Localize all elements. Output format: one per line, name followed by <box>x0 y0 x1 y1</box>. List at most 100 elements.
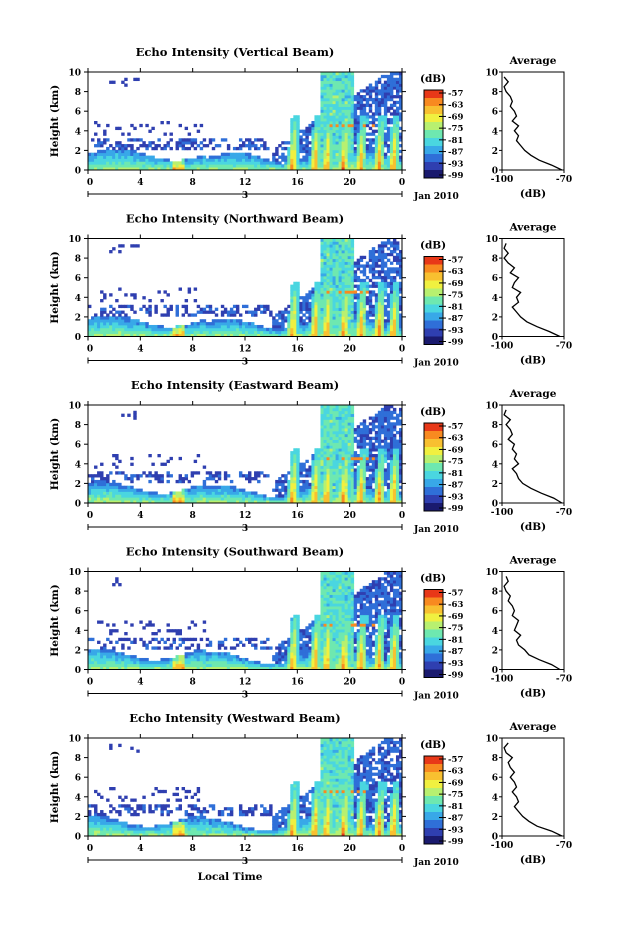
heatmap-cell <box>377 313 382 317</box>
heatmap-cell <box>163 497 167 501</box>
heatmap-cell <box>341 89 346 93</box>
heatmap-cell <box>380 327 385 332</box>
x-tick-label: 0 <box>87 511 93 521</box>
heatmap-cell <box>305 155 309 159</box>
heatmap-cell <box>254 497 258 501</box>
colorbar-segment <box>424 455 443 460</box>
heatmap-cell <box>356 324 361 329</box>
heatmap-cell <box>344 405 349 409</box>
heatmap-cell <box>329 80 333 84</box>
heatmap-cell <box>290 135 294 139</box>
heatmap-cell <box>196 330 201 335</box>
heatmap-cell <box>329 77 333 82</box>
heatmap-cell <box>359 106 364 110</box>
heatmap-cell <box>389 284 394 288</box>
heatmap-cell <box>323 270 327 274</box>
heatmap-cell <box>332 167 336 171</box>
heatmap-cell <box>157 330 161 335</box>
heatmap-cell <box>127 660 131 665</box>
heatmap-cell <box>350 126 355 131</box>
heatmap-cell <box>320 149 324 154</box>
heatmap-cell <box>287 158 291 162</box>
heatmap-cell <box>103 497 107 501</box>
heatmap-cell <box>359 327 364 332</box>
heatmap-cell <box>287 322 291 326</box>
heatmap-cell <box>320 278 324 283</box>
heatmap-cell <box>332 287 336 291</box>
heatmap-cell <box>371 327 376 332</box>
heatmap-cell <box>329 135 333 139</box>
heatmap-cell <box>329 456 333 461</box>
heatmap-cell <box>296 497 300 501</box>
heatmap-cell <box>383 313 388 317</box>
heatmap-cell <box>353 261 358 265</box>
heatmap-cell <box>332 296 336 300</box>
heatmap-cell <box>317 296 321 300</box>
heatmap-cell <box>308 304 312 309</box>
heatmap-cell <box>211 138 216 142</box>
heatmap-cell <box>347 161 352 165</box>
heatmap-cell <box>392 238 397 242</box>
heatmap-cell <box>371 310 376 314</box>
heatmap-cell <box>172 663 176 668</box>
heatmap-cell <box>362 462 367 466</box>
y-tick-label: 10 <box>68 69 81 79</box>
heatmap-cell <box>121 663 125 668</box>
heatmap-cell <box>199 497 204 501</box>
average-y-tick-label: 0 <box>492 333 498 343</box>
heatmap-cell <box>344 261 349 265</box>
heatmap-cell <box>305 485 309 489</box>
heatmap-cell <box>290 494 294 498</box>
heatmap-cell <box>181 660 186 665</box>
heatmap-cell <box>389 313 394 317</box>
heatmap-cell <box>145 167 149 171</box>
heatmap-cell <box>106 500 110 504</box>
heatmap-cell <box>347 255 352 260</box>
heatmap-cell <box>154 500 158 504</box>
heatmap-cell <box>353 135 358 139</box>
heatmap-cell <box>314 491 318 495</box>
heatmap-cell <box>326 491 330 495</box>
heatmap-cell <box>148 454 152 458</box>
heatmap-cell <box>392 275 397 280</box>
heatmap-cell <box>341 86 346 90</box>
heatmap-cell <box>151 462 155 466</box>
heatmap-cell <box>386 118 391 122</box>
heatmap-cell <box>293 149 297 154</box>
heatmap-cell <box>91 316 95 320</box>
heatmap-cell <box>395 267 400 271</box>
heatmap-cell <box>254 324 258 329</box>
heatmap-cell <box>142 494 146 498</box>
heatmap-cell <box>320 304 324 309</box>
heatmap-cell <box>341 109 346 113</box>
heatmap-cell <box>184 474 189 478</box>
heatmap-cell <box>251 500 255 504</box>
heatmap-cell <box>248 158 252 162</box>
heatmap-cell <box>293 126 297 131</box>
heatmap-cell <box>332 405 336 409</box>
heatmap-cell <box>347 448 352 452</box>
heatmap-cell <box>380 474 385 478</box>
heatmap-cell <box>374 324 379 329</box>
heatmap-cell <box>338 86 343 90</box>
heatmap-cell <box>106 666 110 670</box>
heatmap-cell <box>383 135 388 139</box>
x-tick-label: 20 <box>343 178 356 188</box>
heatmap-cell <box>386 436 391 440</box>
heatmap-cell <box>338 462 343 466</box>
heatmap-cell <box>386 299 391 303</box>
heatmap-cell <box>368 270 373 274</box>
heatmap-cell <box>293 451 297 455</box>
heatmap-cell <box>202 327 207 332</box>
x-tick-label: 8 <box>190 178 196 188</box>
heatmap-cell <box>317 448 321 452</box>
heatmap-cell <box>97 333 101 337</box>
heatmap-cell <box>356 477 361 481</box>
heatmap-cell <box>323 167 327 171</box>
heatmap-cell <box>323 322 327 326</box>
heatmap-cell <box>341 284 346 288</box>
heatmap-cell <box>178 660 182 665</box>
heatmap-cell <box>314 330 318 335</box>
heatmap-cell <box>320 270 324 274</box>
heatmap-cell <box>341 319 346 323</box>
